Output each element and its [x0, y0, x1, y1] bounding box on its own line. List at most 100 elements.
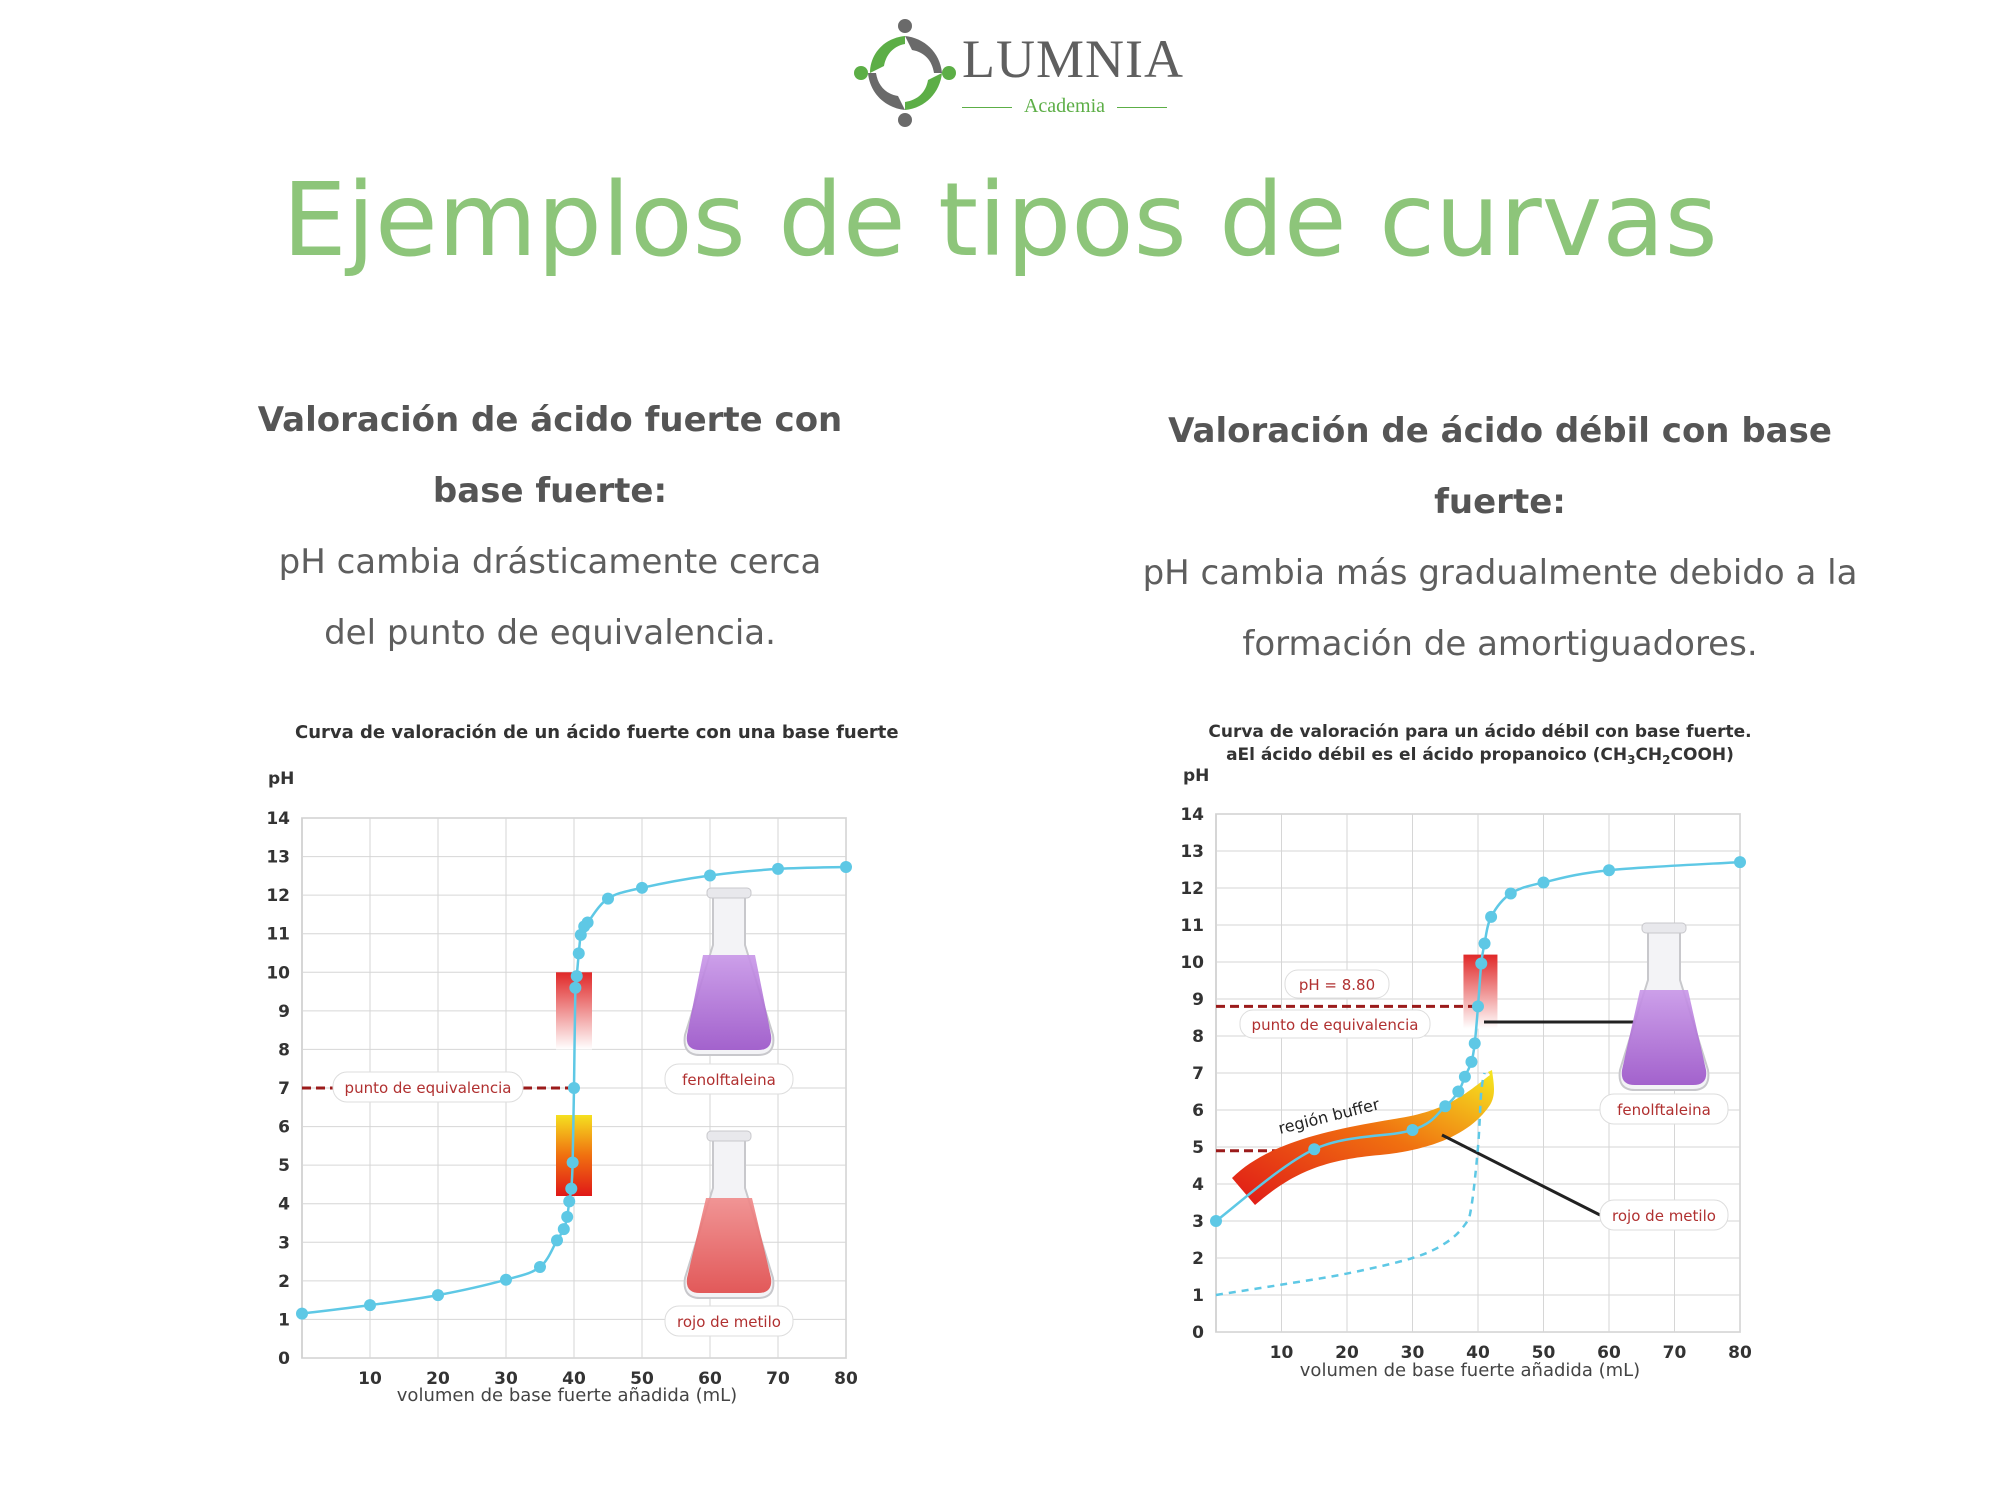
y-tick-label: 14 — [1180, 805, 1204, 825]
data-points — [296, 860, 852, 1320]
data-point — [840, 860, 852, 873]
x-tick-label: 40 — [1466, 1343, 1490, 1363]
y-tick-label: 3 — [278, 1233, 290, 1253]
y-tick-label: 8 — [278, 1040, 290, 1060]
y-tick-label: 13 — [1180, 842, 1204, 862]
phenolphthalein-flask: fenolftaleina — [1599, 922, 1729, 1125]
x-tick-label: 70 — [766, 1369, 790, 1389]
data-point — [296, 1307, 308, 1320]
data-point — [1504, 887, 1517, 900]
x-tick-label: 60 — [1597, 1343, 1621, 1363]
data-point — [1478, 937, 1491, 950]
data-point — [1603, 864, 1615, 877]
equivalence-label: punto de equivalencia — [1239, 1009, 1431, 1039]
x-tick-label: 50 — [1532, 1343, 1556, 1363]
data-point — [1485, 910, 1498, 923]
title-part: CH — [1635, 745, 1662, 765]
data-point — [563, 1195, 576, 1208]
y-tick-label: 6 — [1192, 1101, 1204, 1121]
chart-title-line1: Curva de valoración para un ácido débil … — [1208, 722, 1751, 742]
data-point — [1537, 876, 1550, 889]
data-point — [551, 1234, 563, 1247]
data-point — [1475, 957, 1488, 970]
recycling-people-logo-icon — [854, 19, 956, 127]
data-point — [1406, 1123, 1419, 1136]
ph-label: pH = 8.80 — [1284, 969, 1390, 999]
logo: LUMNIA Academia — [850, 14, 1183, 132]
page-title: Ejemplos de tipos de curvas — [282, 161, 1718, 280]
logo-wordmark: LUMNIA — [962, 29, 1184, 89]
phenolphthalein-label: fenolftaleina — [682, 1071, 776, 1089]
x-tick-label: 30 — [494, 1369, 518, 1389]
data-point — [570, 970, 583, 983]
data-point — [636, 881, 648, 894]
equivalence-label: punto de equivalencia — [332, 1071, 524, 1103]
y-tick-label: 6 — [278, 1118, 290, 1138]
y-tick-label: 12 — [266, 886, 290, 906]
methyl-red-flask: rojo de metilo — [664, 1130, 794, 1337]
y-tick-label: 10 — [1180, 953, 1204, 973]
y-tick-label: 14 — [266, 809, 290, 829]
y-tick-label: 4 — [278, 1195, 290, 1215]
data-point — [1465, 1055, 1478, 1068]
subscript: 2 — [1662, 753, 1670, 767]
data-point — [1458, 1070, 1471, 1083]
x-tick-label: 80 — [834, 1369, 858, 1389]
data-point — [704, 869, 716, 882]
x-tick-label: 10 — [358, 1369, 382, 1389]
chart-title-line2: aEl ácido débil es el ácido propanoico (… — [1226, 745, 1734, 767]
data-point — [1210, 1215, 1222, 1227]
data-point — [557, 1223, 570, 1236]
x-axis-label: volumen de base fuerte añadida (mL) — [397, 1385, 737, 1406]
y-tick-label: 7 — [1192, 1064, 1204, 1084]
data-point — [566, 1156, 579, 1169]
ph-label-text: pH = 8.80 — [1299, 976, 1375, 994]
data-point — [1439, 1100, 1452, 1113]
section-heading: Valoración de ácido débil con base fuert… — [1168, 411, 1832, 522]
data-point — [534, 1260, 546, 1273]
y-tick-label: 12 — [1180, 879, 1204, 899]
methyl-red-label: rojo de metilo — [1612, 1207, 1716, 1225]
x-tick-label: 10 — [1270, 1343, 1294, 1363]
x-tick-label: 40 — [562, 1369, 586, 1389]
y-tick-label: 2 — [278, 1272, 290, 1292]
x-axis-label: volumen de base fuerte añadida (mL) — [1300, 1360, 1640, 1381]
y-tick-label: 13 — [266, 848, 290, 868]
data-point — [500, 1273, 512, 1286]
x-tick-label: 60 — [698, 1369, 722, 1389]
y-tick-label: 5 — [1192, 1138, 1204, 1158]
data-point — [432, 1289, 444, 1302]
y-tick-label: 1 — [1192, 1286, 1204, 1306]
data-point — [1468, 1037, 1481, 1050]
data-point — [1734, 856, 1746, 869]
data-point — [581, 916, 594, 929]
data-points — [1210, 856, 1746, 1227]
chart-title: Curva de valoración de un ácido fuerte c… — [295, 722, 899, 743]
data-point — [772, 862, 784, 875]
y-axis-label: pH — [268, 769, 294, 789]
x-tick-label: 30 — [1401, 1343, 1425, 1363]
data-point — [602, 892, 614, 905]
phenolphthalein-flask: fenolftaleina — [664, 887, 794, 1095]
data-point — [572, 947, 585, 960]
data-point — [565, 1182, 578, 1195]
x-tick-label: 20 — [1335, 1343, 1359, 1363]
equivalence-label-text: punto de equivalencia — [345, 1079, 512, 1097]
methyl-red-pointer — [1441, 1133, 1601, 1217]
y-tick-label: 7 — [278, 1079, 290, 1099]
methyl-red-label: rojo de metilo — [677, 1313, 781, 1331]
data-point — [568, 1082, 580, 1094]
y-tick-label: 1 — [278, 1310, 290, 1330]
methyl-red-label-group: rojo de metilo — [1599, 1199, 1729, 1231]
subscript: 3 — [1627, 753, 1635, 767]
y-tick-label: 8 — [1192, 1027, 1204, 1047]
x-tick-label: 70 — [1663, 1343, 1687, 1363]
x-tick-label: 20 — [426, 1369, 450, 1389]
strong-acid-reference-line — [1215, 1072, 1486, 1297]
y-tick-label: 9 — [278, 1002, 290, 1022]
y-axis-label: pH — [1183, 766, 1209, 786]
y-tick-label: 11 — [1180, 916, 1204, 936]
y-tick-label: 0 — [1192, 1323, 1204, 1343]
